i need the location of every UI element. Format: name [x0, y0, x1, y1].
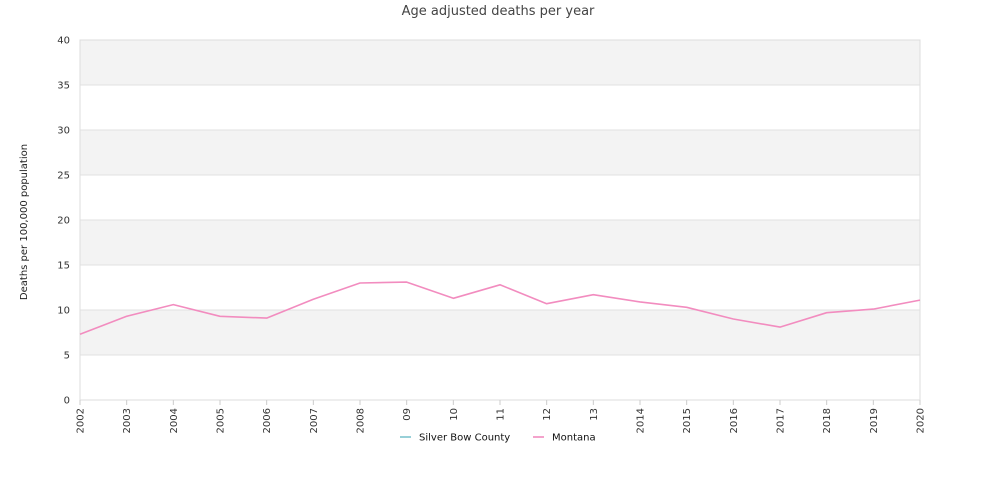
x-tick-label: 2006: [262, 408, 273, 433]
x-tick-label: 2002: [76, 408, 87, 433]
x-tick-label: 2003: [122, 408, 133, 433]
x-tick-label: 09: [402, 408, 413, 421]
y-axis-title: Deaths per 100,000 population: [19, 144, 30, 300]
background-band: [80, 265, 920, 310]
chart-title: Age adjusted deaths per year: [402, 4, 595, 19]
y-tick-label: 40: [57, 36, 70, 47]
y-tick-label: 30: [57, 126, 70, 137]
background-band: [80, 175, 920, 220]
series-layer: [79, 281, 921, 336]
x-tick-label: 2018: [822, 408, 833, 433]
x-tick-label: 2004: [169, 408, 180, 433]
legend-label[interactable]: Montana: [552, 433, 596, 444]
legend: Silver Bow County Montana: [400, 433, 596, 444]
y-tick-label: 10: [57, 306, 70, 317]
y-tick-label: 15: [57, 261, 70, 272]
x-tick-label: 2015: [682, 408, 693, 433]
x-tick-label: 12: [542, 408, 553, 421]
x-tick-label: 11: [496, 408, 507, 421]
x-tick-label: 2007: [309, 408, 320, 433]
y-tick-label: 0: [64, 396, 70, 407]
background-band: [80, 220, 920, 265]
x-tick-label: 2014: [636, 408, 647, 433]
y-tick-label: 25: [57, 171, 70, 182]
x-tick-label: 2017: [776, 408, 787, 433]
x-tick-label: 10: [449, 408, 460, 421]
background-band: [80, 355, 920, 400]
plot-background-bands: [80, 40, 920, 400]
background-band: [80, 85, 920, 130]
x-tick-label: 2016: [729, 408, 740, 433]
x-tick-label: 13: [589, 408, 600, 421]
x-tick-label: 2005: [216, 408, 227, 433]
series-line: [79, 281, 921, 336]
x-tick-label: 2020: [916, 408, 927, 433]
background-band: [80, 310, 920, 355]
y-tick-label: 20: [57, 216, 70, 227]
x-tick-label: 2008: [356, 408, 367, 433]
legend-label[interactable]: Silver Bow County: [419, 433, 510, 444]
background-band: [80, 40, 920, 85]
y-axis-ticks: 0 5 10 15 20 25 30 35 40: [57, 36, 70, 407]
y-tick-label: 5: [64, 351, 70, 362]
x-axis-ticks: 2002 2003 2004 2005 2006 2007 2008 09 10 11 12 13 20…: [76, 400, 927, 433]
y-tick-label: 35: [57, 81, 70, 92]
background-band: [80, 130, 920, 175]
x-tick-label: 2019: [869, 408, 880, 433]
